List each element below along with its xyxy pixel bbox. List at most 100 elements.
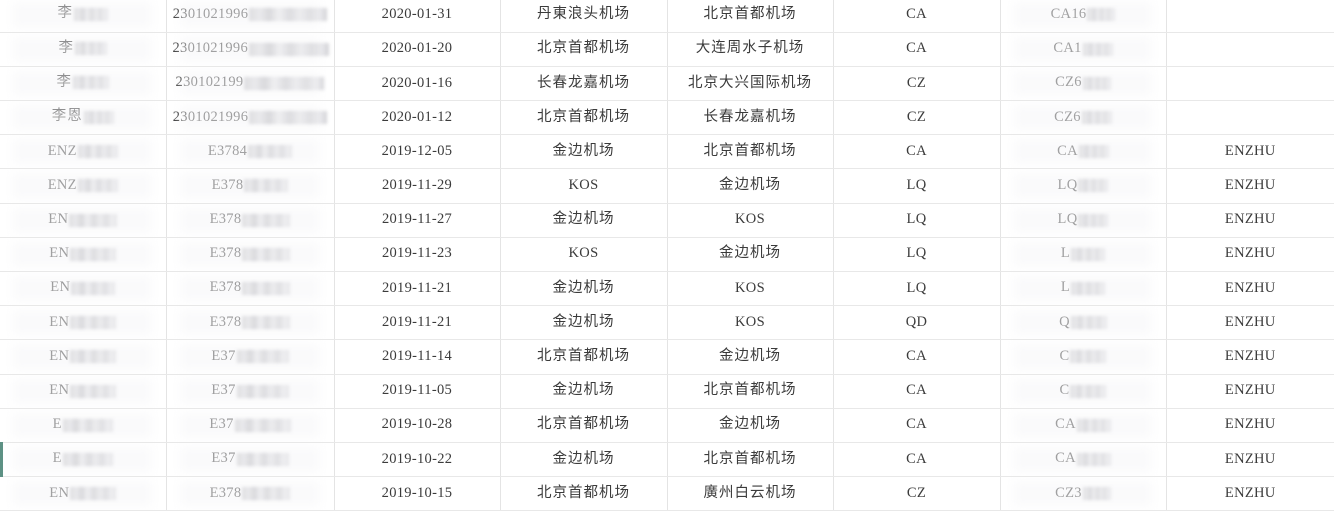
visible-prefix: LQ — [1057, 211, 1078, 228]
cell-arrival-airport: KOS — [667, 203, 834, 238]
table-row[interactable]: 李 230102199 2020-01-16 长春龙嘉机场 北京大兴国际机场 CZ CZ6 — [0, 66, 1334, 102]
cell-travel-date: 2019-10-28 — [334, 408, 501, 443]
cell-operator: ENZHU — [1166, 203, 1334, 238]
cell-departure-airport: KOS — [500, 237, 668, 273]
visible-prefix: EN — [49, 347, 70, 364]
table-row[interactable]: E E37 2019-10-28 北京首都机场 金边机场 CA CA ENZHU — [0, 408, 1334, 443]
cell-operator — [1166, 100, 1334, 136]
visible-prefix: E378 — [209, 484, 242, 501]
cell-flight-number: C — [1000, 374, 1167, 409]
visible-prefix: ENZ — [47, 176, 77, 193]
table-row[interactable]: EN E378 2019-11-27 金边机场 KOS LQ LQ ENZHU — [0, 203, 1334, 238]
redacted-value: CA — [1055, 416, 1111, 433]
table-row[interactable]: 李 2301021996 2020-01-31 丹東浪头机场 北京首都机场 CA CA16 — [0, 0, 1334, 33]
table-row[interactable]: EN E378 2019-11-21 金边机场 KOS QD Q ENZHU — [0, 305, 1334, 341]
cell-passenger-name: EN — [0, 305, 167, 341]
redacted-value: E — [52, 450, 113, 467]
visible-prefix: 李 — [57, 5, 73, 22]
cell-carrier-code: CA — [833, 442, 1001, 478]
cell-flight-number: CA — [1000, 442, 1167, 478]
redaction-blur — [1070, 316, 1107, 330]
cell-arrival-airport: KOS — [667, 271, 834, 307]
redacted-value: C — [1059, 347, 1107, 365]
cell-carrier-code: CZ — [833, 66, 1001, 102]
redaction-blur — [77, 145, 118, 159]
visible-prefix: EN — [48, 211, 69, 228]
cell-arrival-airport: 金边机场 — [667, 408, 834, 443]
redacted-value: ENZ — [48, 143, 118, 160]
redaction-blur — [1071, 247, 1106, 261]
cell-id-number: E37 — [166, 339, 335, 375]
redaction-blur — [1071, 281, 1106, 295]
table-row[interactable]: 李恩 2301021996 2020-01-12 北京首都机场 长春龙嘉机场 CZ CZ6 — [0, 100, 1334, 136]
table-row[interactable]: ENZ E378 2019-11-29 KOS 金边机场 LQ LQ ENZHU — [0, 168, 1334, 204]
cell-departure-airport: 金边机场 — [500, 374, 668, 409]
cell-departure-airport: 北京首都机场 — [500, 476, 668, 512]
cell-arrival-airport: 北京首都机场 — [667, 374, 834, 409]
table-row[interactable]: 李 2301021996 2020-01-20 北京首都机场 大连周水子机场 CA CA1 — [0, 32, 1334, 67]
cell-passenger-name: EN — [0, 339, 167, 375]
table-row[interactable]: ENZ E3784 2019-12-05 金边机场 北京首都机场 CA CA ENZHU — [0, 134, 1334, 170]
visible-prefix: Q — [1059, 313, 1070, 330]
table-row[interactable]: EN E378 2019-10-15 北京首都机场 廣州白云机场 CZ CZ3 ENZHU — [0, 476, 1334, 512]
redaction-blur — [1076, 452, 1111, 466]
cell-operator: ENZHU — [1166, 374, 1334, 409]
cell-departure-airport: 北京首都机场 — [500, 100, 668, 136]
cell-operator: ENZHU — [1166, 476, 1334, 512]
visible-prefix: CZ6 — [1054, 108, 1081, 125]
cell-id-number: E378 — [166, 237, 335, 273]
cell-flight-number: CZ3 — [1000, 476, 1167, 512]
cell-operator: ENZHU — [1166, 237, 1334, 273]
cell-departure-airport: 金边机场 — [500, 203, 668, 238]
selected-row-accent — [0, 442, 3, 477]
cell-carrier-code: CA — [833, 0, 1001, 33]
redacted-value: E378 — [210, 314, 291, 331]
redacted-value: CA — [1055, 450, 1111, 467]
cell-travel-date: 2019-10-15 — [334, 476, 501, 512]
visible-prefix: EN — [49, 382, 70, 399]
cell-travel-date: 2020-01-20 — [334, 32, 501, 67]
table-row[interactable]: E E37 2019-10-22 金边机场 北京首都机场 CA CA ENZHU — [0, 442, 1334, 478]
cell-passenger-name: EN — [0, 476, 167, 512]
cell-passenger-name: ENZ — [0, 134, 167, 170]
cell-arrival-airport: 金边机场 — [667, 339, 834, 375]
cell-operator — [1166, 32, 1334, 67]
redaction-blur — [70, 350, 117, 364]
cell-arrival-airport: 金边机场 — [667, 168, 834, 204]
visible-prefix: E — [52, 416, 62, 433]
cell-id-number: 230102199 — [166, 66, 335, 102]
table-row[interactable]: EN E378 2019-11-21 金边机场 KOS LQ L ENZHU — [0, 271, 1334, 307]
redacted-value: LQ — [1058, 177, 1109, 194]
cell-id-number: 2301021996 — [166, 100, 335, 136]
redaction-blur — [242, 487, 291, 501]
table-row[interactable]: EN E378 2019-11-23 KOS 金边机场 LQ L ENZHU — [0, 237, 1334, 273]
redacted-value: 2301021996 — [172, 108, 328, 126]
redacted-value: L — [1061, 245, 1106, 262]
table-row[interactable]: EN E37 2019-11-05 金边机场 北京首都机场 CA C ENZHU — [0, 374, 1334, 409]
cell-flight-number: CZ6 — [1000, 66, 1167, 102]
visible-prefix: C — [1059, 347, 1070, 364]
redacted-value: E378 — [210, 245, 291, 262]
table-row[interactable]: EN E37 2019-11-14 北京首都机场 金边机场 CA C ENZHU — [0, 339, 1334, 375]
cell-travel-date: 2019-11-05 — [334, 374, 501, 409]
redaction-blur — [73, 76, 109, 90]
visible-prefix: E — [52, 450, 62, 467]
cell-passenger-name: ENZ — [0, 168, 167, 204]
cell-travel-date: 2019-12-05 — [334, 134, 501, 170]
redaction-blur — [1070, 350, 1107, 364]
redacted-value: E378 — [210, 211, 291, 228]
redaction-blur — [75, 42, 107, 56]
visible-prefix: 2301021996 — [172, 108, 249, 125]
cell-departure-airport: 金边机场 — [500, 305, 668, 341]
cell-id-number: E378 — [166, 168, 335, 204]
visible-prefix: CA — [1057, 142, 1078, 159]
cell-flight-number: CZ6 — [1000, 100, 1167, 136]
cell-travel-date: 2019-10-22 — [334, 442, 501, 478]
redaction-blur — [1082, 42, 1113, 56]
cell-flight-number: CA — [1000, 134, 1167, 170]
cell-carrier-code: CZ — [833, 476, 1001, 512]
redacted-value: C — [1060, 382, 1107, 399]
cell-departure-airport: 北京首都机场 — [500, 32, 668, 67]
